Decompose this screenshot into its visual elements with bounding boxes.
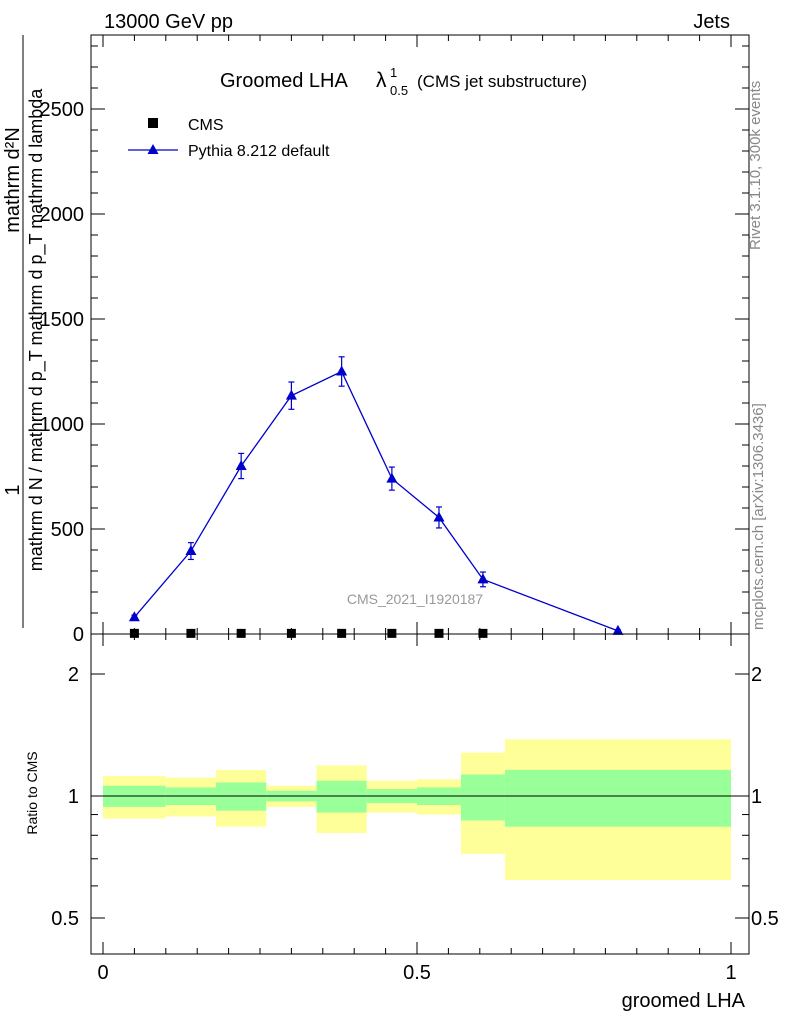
ratio-green-band <box>216 782 267 811</box>
ratio-bands <box>103 739 731 881</box>
main-ylabel: 1 mathrm d²N mathrm d N / mathrm d p_T m… <box>2 35 47 628</box>
ratio-green-band <box>460 774 505 821</box>
ratio-axes: 0 0.5 1 0.5 0.5 1 1 2 2 <box>51 634 779 984</box>
main-ytick-label: 1000 <box>40 414 85 436</box>
main-ytick-label: 500 <box>51 519 84 541</box>
main-axes: 0 500 1000 1500 2000 2500 <box>40 35 749 646</box>
ratio-xtick-label: 0 <box>97 962 108 984</box>
plot-title: Groomed LHA λ 1 0.5 (CMS jet substructur… <box>220 65 587 98</box>
main-ytick-label: 2500 <box>40 99 85 121</box>
ratio-xtick-label: 1 <box>725 962 736 984</box>
main-ytick-label: 2000 <box>40 204 85 226</box>
mc-point <box>477 573 489 584</box>
legend-mc-label: Pythia 8.212 default <box>188 143 330 160</box>
xlabel: groomed LHA <box>622 990 746 1012</box>
ratio-plot: 0 0.5 1 0.5 0.5 1 1 2 2 Ratio to CMS groomed LHA <box>24 633 779 1012</box>
title-symbol: λ <box>376 69 387 92</box>
ratio-green-band <box>316 780 367 813</box>
ratio-ytick-label-right: 2 <box>751 664 762 686</box>
ylabel-denominator: mathrm d N / mathrm d p_T mathrm d p_T m… <box>26 88 47 571</box>
cms-point <box>478 628 488 638</box>
mc-point <box>285 389 297 400</box>
title-subtitle: (CMS jet substructure) <box>417 72 587 91</box>
ratio-frame <box>90 633 750 955</box>
ratio-ylabel: Ratio to CMS <box>24 751 40 834</box>
main-marks <box>128 356 624 638</box>
mc-point <box>433 511 445 522</box>
cms-point <box>236 628 246 638</box>
title-subscript: 0.5 <box>390 83 408 98</box>
mc-point <box>612 624 624 635</box>
mc-point <box>386 472 398 483</box>
ratio-ytick-label-left: 0.5 <box>51 908 79 930</box>
ratio-xtick-label: 0.5 <box>403 962 431 984</box>
ylabel-top-line: mathrm d²N <box>2 127 24 233</box>
side-label-rivet: Rivet 3.1.10, 300k events <box>747 81 764 250</box>
mc-point <box>128 611 140 622</box>
header-right: Jets <box>693 11 730 33</box>
cms-point <box>186 628 196 638</box>
cms-point <box>434 628 444 638</box>
cms-point <box>387 628 397 638</box>
title-superscript: 1 <box>390 65 397 80</box>
ratio-ytick-label-right: 1 <box>751 786 762 808</box>
main-ytick-label: 1500 <box>40 309 85 331</box>
ratio-ytick-label-left: 1 <box>68 786 79 808</box>
legend-cms-marker <box>148 118 158 128</box>
legend: CMS Pythia 8.212 default <box>128 117 330 160</box>
side-label-mcplots: mcplots.cern.ch [arXiv:1306.3436] <box>750 403 767 630</box>
cms-point <box>337 628 347 638</box>
ratio-ytick-label-right: 0.5 <box>751 908 779 930</box>
ylabel-numerator: 1 <box>2 484 24 495</box>
ratio-green-band <box>504 769 731 827</box>
mc-point <box>336 365 348 376</box>
header-left: 13000 GeV pp <box>104 11 233 33</box>
legend-cms-label: CMS <box>188 117 224 134</box>
main-plot: 0 500 1000 1500 2000 2500 Groomed LHA λ 1 0.5… <box>2 34 750 646</box>
legend-mc-marker <box>147 144 159 154</box>
mc-point <box>185 545 197 556</box>
title-text: Groomed LHA <box>220 70 348 92</box>
watermark: CMS_2021_I1920187 <box>347 591 483 607</box>
main-ytick-label: 0 <box>73 624 84 646</box>
mc-point <box>235 460 247 470</box>
ratio-ytick-label-left: 2 <box>68 664 79 686</box>
